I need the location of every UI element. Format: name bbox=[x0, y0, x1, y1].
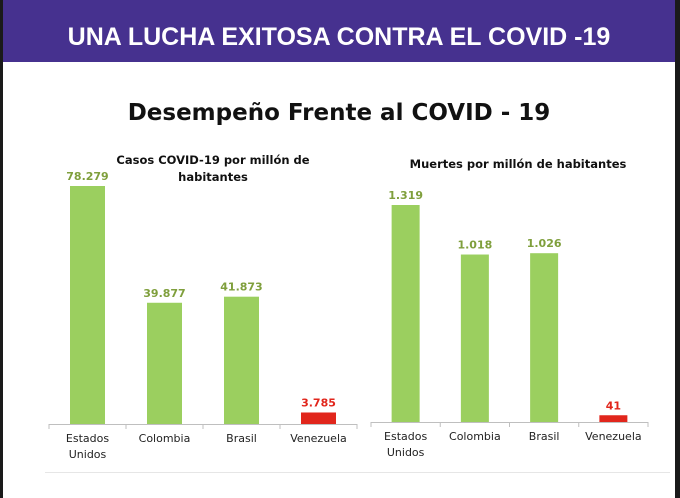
bar-estados-unidos bbox=[70, 186, 105, 424]
x-tick-label: Estados bbox=[66, 432, 109, 445]
x-tick-label: Venezuela bbox=[290, 432, 347, 445]
bar-venezuela bbox=[599, 415, 628, 422]
data-label: 41.873 bbox=[220, 281, 262, 294]
x-tick-label: Colombia bbox=[139, 432, 191, 445]
x-tick-label: Unidos bbox=[69, 448, 107, 461]
divider bbox=[45, 472, 670, 473]
x-tick-label: Venezuela bbox=[585, 430, 642, 443]
bar-colombia bbox=[147, 302, 182, 424]
data-label: 41 bbox=[606, 399, 621, 412]
data-label: 3.785 bbox=[301, 396, 336, 409]
data-label: 1.026 bbox=[527, 237, 562, 250]
data-label: 78.279 bbox=[66, 170, 108, 183]
bar-brasil bbox=[224, 296, 259, 424]
x-tick-label: Estados bbox=[384, 430, 427, 443]
chart-title-deaths: Muertes por millón de habitantes bbox=[409, 157, 627, 171]
bar-brasil bbox=[530, 253, 559, 422]
bar-venezuela bbox=[301, 412, 336, 424]
x-tick-label: Colombia bbox=[449, 430, 501, 443]
x-tick-label: Unidos bbox=[387, 446, 425, 459]
data-label: 1.319 bbox=[388, 189, 423, 202]
banner-title: UNA LUCHA EXITOSA CONTRA EL COVID -19 bbox=[3, 0, 675, 62]
charts-canvas: 78.279 Estados Unidos 39.877 Colombia 41.873 B… bbox=[48, 170, 649, 461]
chart-title-cases: Casos COVID-19 por millón de habitantes bbox=[116, 153, 310, 184]
slide-title: Desempeño Frente al COVID - 19 bbox=[127, 100, 551, 126]
x-tick-label: Brasil bbox=[529, 430, 560, 443]
bar-colombia bbox=[460, 254, 489, 422]
bar-estados-unidos bbox=[391, 205, 420, 422]
data-label: 1.018 bbox=[457, 239, 492, 252]
data-label: 39.877 bbox=[143, 287, 185, 300]
slide: UNA LUCHA EXITOSA CONTRA EL COVID -19 De… bbox=[3, 0, 675, 498]
x-tick-label: Brasil bbox=[226, 432, 257, 445]
